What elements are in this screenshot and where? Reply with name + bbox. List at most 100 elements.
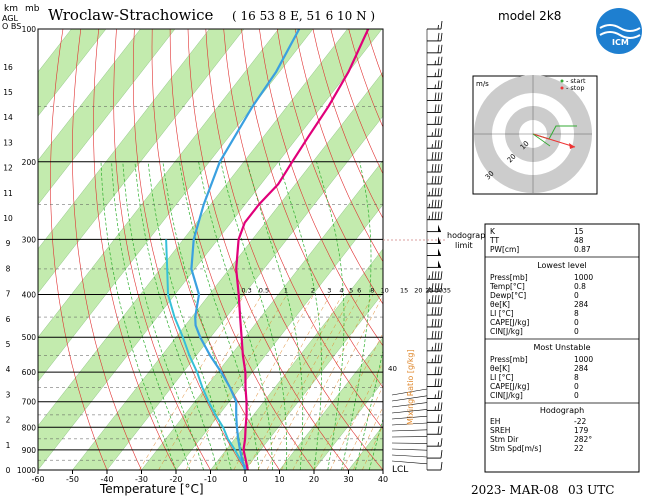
logo-icon: ICM (596, 8, 642, 54)
km-tick-label: 2 (6, 416, 11, 425)
station-coords: ( 16 53 8 E, 51 6 10 N ) (232, 9, 375, 23)
wind-half-barb (437, 442, 439, 447)
km-tick-label: 3 (6, 390, 11, 399)
wind-full-barb (437, 104, 440, 113)
x-tick-label: -30 (135, 475, 148, 484)
profiles (165, 29, 370, 470)
isotherm (38, 29, 279, 338)
moist-adiabat (100, 161, 177, 470)
wind-full-barb (440, 163, 443, 173)
km-tick-label: 5 (6, 340, 11, 349)
wind-low-line (391, 460, 428, 465)
wind-full-barb (431, 330, 434, 339)
wind-full-barb (434, 307, 437, 316)
wind-full-barb (434, 152, 437, 161)
wind-full-barb (434, 163, 437, 173)
hodograph-limit-label-2: limit (455, 241, 473, 250)
wind-full-barb (437, 128, 440, 137)
axis-obs-label: O BS (2, 22, 21, 31)
index-label: Stm Dir (490, 435, 519, 444)
mixing-ratio-value: 40 (388, 365, 397, 373)
dewpoint-curve (190, 29, 301, 470)
wind-half-barb (428, 275, 430, 280)
isotherm (38, 29, 176, 205)
mixing-ratio-tick: 35 (443, 287, 451, 295)
hodograph-legend-stop: - stop (566, 84, 584, 92)
wind-full-barb (434, 283, 437, 292)
wind-half-barb (428, 299, 430, 304)
wind-full-barb (431, 307, 434, 316)
hodograph-storm-vector (532, 133, 576, 148)
mixing-ratio-tick: 3 (327, 287, 331, 295)
wind-full-barb (434, 318, 437, 328)
mixing-ratio-tick: 2 (311, 287, 315, 295)
axis-mb-label: mb (25, 4, 40, 14)
wind-full-barb (440, 295, 443, 304)
wind-full-barb (437, 140, 440, 149)
wind-full-barb (437, 116, 440, 125)
wind-half-barb (428, 215, 430, 220)
footer-time: 03 UTC (568, 483, 614, 497)
wind-full-barb (437, 32, 440, 41)
isotherm (210, 248, 383, 470)
mixing-ratio-tick: 1 (284, 287, 288, 295)
moist-adiabat (278, 161, 322, 470)
mixing-ratio-tick: 20 (414, 287, 422, 295)
pressure-tick-label: 300 (22, 235, 37, 244)
dry-adiabat (259, 29, 383, 347)
wind-flag (438, 224, 441, 232)
pressure-tick-label: 700 (22, 398, 37, 407)
wind-low-line (391, 395, 428, 402)
wind-full-barb (440, 211, 443, 220)
km-tick-label: 8 (6, 264, 11, 273)
moist-adiabat (220, 161, 288, 470)
index-label: Temp[°C] (489, 282, 525, 291)
mixing-ratio-tick: 0.5 (259, 287, 269, 295)
index-label: Press[mb] (490, 273, 528, 282)
wind-full-barb (440, 199, 443, 208)
wind-low-line (391, 402, 428, 408)
index-value: 0.8 (574, 282, 586, 291)
station-name: Wroclaw-Strachowice (48, 6, 214, 24)
km-tick-label: 14 (3, 113, 13, 122)
hodograph-shear (532, 133, 551, 147)
wind-full-barb (440, 128, 443, 137)
wind-full-barb (440, 461, 443, 471)
mixing-ratio-tick: 6 (357, 287, 361, 295)
wind-full-barb (437, 152, 440, 161)
moist-adiabat (122, 161, 204, 470)
wind-full-barb (440, 20, 443, 30)
index-label: CAPE[J/kg] (490, 318, 529, 327)
index-value: 1000 (574, 273, 593, 282)
pressure-tick-label: 400 (22, 291, 37, 300)
hodograph-ring-label: 30 (484, 169, 496, 181)
most-unstable-title: Most Unstable (534, 343, 591, 352)
x-tick-label: -60 (31, 475, 44, 484)
wind-half-barb (428, 191, 430, 196)
wind-half-barb (431, 358, 433, 363)
index-value: 48 (574, 236, 584, 245)
index-value: 0 (574, 291, 579, 300)
wind-full-barb (434, 271, 437, 280)
wind-full-barb (431, 295, 434, 304)
wind-low-line (391, 409, 428, 414)
index-label: TT (489, 236, 499, 245)
wind-full-barb (431, 163, 434, 173)
index-value: 22 (574, 444, 584, 453)
index-value: 0 (574, 382, 579, 391)
km-tick-label: 9 (6, 239, 11, 248)
indices-panel: K 15 TT 48 PW[cm] 0.87 Lowest level Press[mb] 10… (484, 223, 640, 473)
lcl-label: LCL (392, 465, 408, 475)
mixing-ratio-tick: 4 (339, 287, 343, 295)
wind-full-barb (434, 211, 437, 220)
wind-full-barb (437, 68, 440, 77)
x-tick-label: 40 (378, 475, 388, 484)
km-tick-label: 11 (3, 189, 13, 198)
wind-full-barb (437, 307, 440, 316)
wind-full-barb (437, 187, 440, 196)
pressure-tick-label: 500 (22, 333, 37, 342)
pressure-tick-label: 600 (22, 368, 37, 377)
isobars (38, 29, 383, 470)
wind-full-barb (437, 414, 440, 423)
moist-adiabat (341, 161, 372, 470)
